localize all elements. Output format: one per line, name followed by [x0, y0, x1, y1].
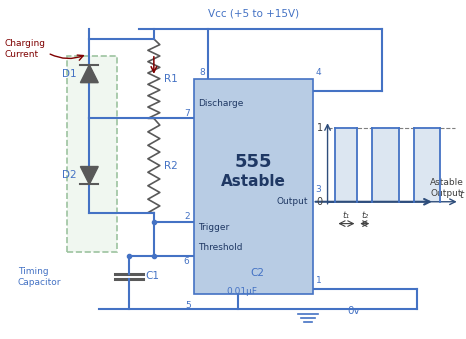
Text: Threshold: Threshold — [199, 243, 243, 252]
Text: 0v: 0v — [348, 306, 360, 316]
Text: 1: 1 — [315, 276, 322, 285]
Bar — [336, 128, 357, 202]
Text: Vcc (+5 to +15V): Vcc (+5 to +15V) — [207, 8, 299, 18]
Polygon shape — [81, 166, 98, 184]
Text: C2: C2 — [250, 268, 264, 278]
Text: 0: 0 — [316, 197, 322, 207]
Text: Astable: Astable — [221, 174, 286, 190]
FancyBboxPatch shape — [193, 79, 313, 294]
Text: D2: D2 — [62, 171, 77, 180]
Text: Astable
Output: Astable Output — [430, 178, 464, 198]
Text: 0.01μF: 0.01μF — [226, 286, 257, 296]
Text: Timing
Capacitor: Timing Capacitor — [18, 267, 62, 287]
Text: 2: 2 — [184, 212, 190, 221]
Text: Trigger: Trigger — [199, 223, 230, 232]
Text: 4: 4 — [315, 68, 321, 77]
Text: t: t — [459, 190, 464, 200]
Text: 8: 8 — [200, 68, 206, 77]
Text: 555: 555 — [234, 153, 272, 171]
Text: 3: 3 — [315, 185, 322, 194]
Text: Charging
Current: Charging Current — [5, 39, 46, 59]
Text: 1: 1 — [316, 123, 322, 133]
Text: t₂: t₂ — [361, 211, 368, 220]
Text: R2: R2 — [164, 161, 178, 171]
Polygon shape — [81, 65, 98, 83]
Text: 5: 5 — [185, 301, 191, 311]
Text: C1: C1 — [145, 271, 159, 281]
Text: D1: D1 — [62, 69, 77, 79]
Text: R1: R1 — [164, 74, 178, 84]
Text: t₁: t₁ — [343, 211, 350, 220]
Text: 6: 6 — [184, 257, 190, 266]
Bar — [372, 128, 399, 202]
Bar — [414, 128, 440, 202]
Text: Output: Output — [276, 197, 308, 206]
Text: Discharge: Discharge — [199, 99, 244, 108]
FancyBboxPatch shape — [68, 56, 117, 252]
Text: 7: 7 — [184, 109, 190, 118]
